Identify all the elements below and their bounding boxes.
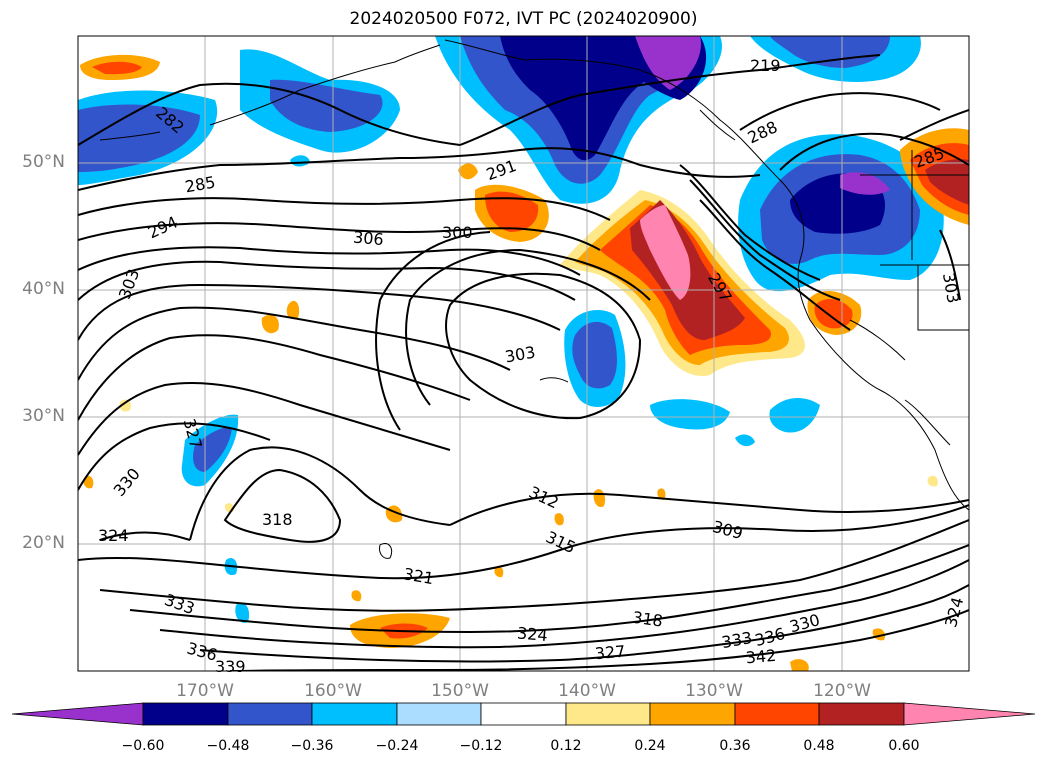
colorbar-swatch [734,702,820,726]
contour-label: 342 [745,646,777,668]
lon-label: 120°W [813,681,871,701]
colorbar-tick-label: 0.24 [634,738,666,754]
map-frame [77,35,970,672]
lat-label: 40°N [22,279,65,299]
colorbar-swatch [396,702,482,726]
colorbar-swatch [480,702,567,726]
contour-label: 219 [750,56,781,75]
ivt-contours [78,54,969,671]
colorbar-tick-label: 0.60 [888,738,920,754]
colorbar-swatch [311,702,398,726]
contour-label: 324 [98,526,129,545]
colorbar-tick-label: −0.48 [206,738,250,754]
colorbar-tick-label: 0.48 [803,738,835,754]
colorbar [11,702,1036,726]
map-title: 2024020500 F072, IVT PC (2024020900) [349,9,698,29]
contour-label: 327 [594,642,626,664]
colorbar-tick-label: 0.36 [719,738,751,754]
contour-label: 306 [352,228,384,250]
lat-label: 50°N [22,152,65,172]
contour-label: 324 [516,623,548,645]
colorbar-swatch [227,702,313,726]
colorbar-tick-label: 0.12 [550,738,582,754]
lon-label: 150°W [431,681,489,701]
contour-label: 318 [262,510,293,529]
colorbar-swatch [11,702,144,726]
colorbar-swatch [565,702,651,726]
contour-label: 318 [631,608,664,631]
colorbar-tick-label: −0.36 [290,738,334,754]
colorbar-swatch [142,702,229,726]
colorbar-swatch [649,702,736,726]
graticule [78,36,969,671]
colorbar-swatch [903,702,1036,726]
colorbar-tick-label: −0.12 [459,738,503,754]
contour-label: 339 [215,657,246,676]
lon-label: 170°W [176,681,234,701]
lon-label: 130°W [685,681,743,701]
lon-label: 140°W [558,681,616,701]
coastlines [99,39,969,559]
colorbar-tick-label: −0.24 [375,738,419,754]
lon-label: 160°W [304,681,362,701]
contour-label: 300 [442,223,473,242]
lat-label: 20°N [22,533,65,553]
lat-label: 30°N [22,406,65,426]
colorbar-tick-label: −0.60 [121,738,165,754]
colorbar-swatch [818,702,905,726]
